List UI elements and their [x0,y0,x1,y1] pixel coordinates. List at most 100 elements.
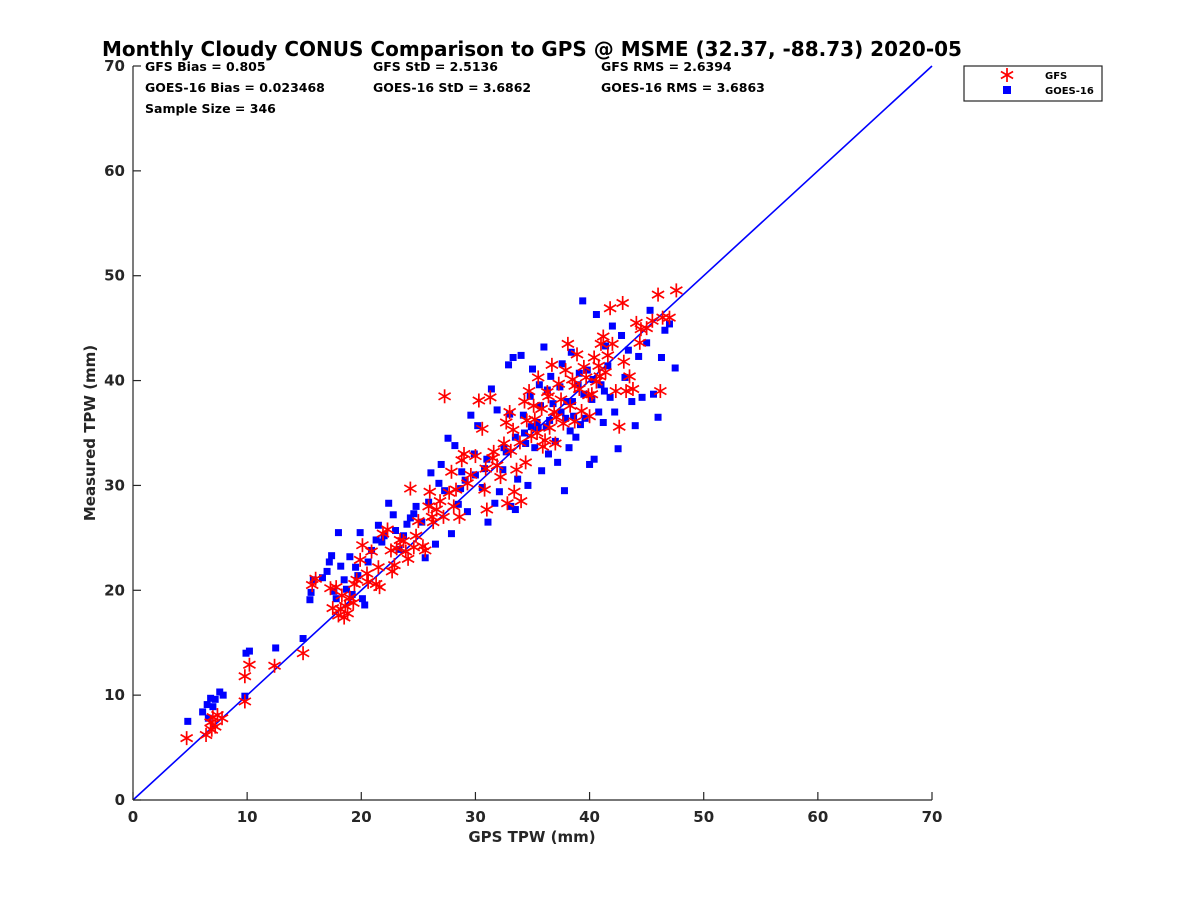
gfs-point [468,449,482,464]
goes16-point [611,408,619,416]
goes16-point [470,450,478,458]
gfs-point [645,313,659,328]
goes16-point [328,552,336,560]
gfs-point [361,574,375,589]
goes16-point [621,373,629,381]
gfs-point [411,514,425,529]
gfs-point [373,580,387,595]
gfs-point [519,455,533,470]
goes16-point [306,596,314,604]
gfs-point [669,283,683,298]
goes16-point [635,352,643,360]
gfs-point [180,731,194,746]
goes16-point [654,413,662,421]
gfs-point [449,482,463,497]
gfs-point [238,694,252,709]
goes16-point [562,414,570,422]
goes16-point [219,691,227,699]
gfs-point [497,436,511,451]
goes16-point [493,406,501,414]
gfs-point [507,484,521,499]
stat-gfs-bias: GFS Bias = 0.805 [145,59,266,74]
goes16-point [540,343,548,351]
gfs-point [568,378,582,393]
gfs-point [381,522,395,537]
goes16-point [272,644,280,652]
goes16-point [330,587,338,595]
goes16-point [570,412,578,420]
goes16-point [334,529,342,537]
goes16-point [484,518,492,526]
gfs-point [581,388,595,403]
goes16-point [207,694,215,702]
goes16-point [592,311,600,319]
gfs-point [447,499,461,514]
gfs-point [545,357,559,372]
gfs-point [242,657,256,672]
stat-goes-rms: GOES-16 RMS = 3.6863 [601,80,765,95]
goes16-point [463,508,471,516]
gfs-point [483,390,497,405]
goes16-point [437,460,445,468]
goes16-point [522,439,530,447]
gfs-point [617,354,631,369]
gfs-point [425,509,439,524]
goes16-point [358,595,366,603]
legend: GFS GOES-16 [963,65,1103,102]
gfs-point [409,528,423,543]
goes16-point [412,502,420,510]
goes16-point [380,532,388,540]
gfs-point [556,416,570,431]
goes16-point [378,538,386,546]
goes16-point [536,402,544,410]
goes16-point [385,499,393,507]
goes16-point [643,339,651,347]
gfs-point [478,482,492,497]
gfs-point [403,481,417,496]
gfs-point [518,394,531,409]
legend-box [963,65,1103,102]
goes16-point [364,558,372,566]
goes16-point [447,530,455,538]
stat-goes-std: GOES-16 StD = 3.6862 [373,80,531,95]
goes16-point [529,365,536,373]
gfs-point [609,384,623,399]
x-tick-label: 60 [807,808,828,826]
y-tick-label: 50 [104,267,125,285]
goes16-point [348,590,356,598]
y-tick-label: 10 [104,686,125,704]
goes16-point [519,411,527,419]
gfs-point [554,392,568,407]
stat-goes-bias: GOES-16 Bias = 0.023468 [145,80,325,95]
gfs-point [371,560,385,575]
gfs-point [548,436,562,451]
gfs-point [452,509,466,524]
goes16-point [511,506,519,514]
goes16-point [307,588,315,596]
goes16-point [575,369,583,377]
goes16-point [567,348,575,356]
legend-asterisk-icon [1000,68,1014,82]
gfs-point [653,384,667,399]
y-tick-label: 70 [104,57,125,75]
goes16-point [337,562,345,570]
gfs-point [444,464,458,479]
goes16-point [342,585,350,593]
goes16-point [323,567,331,575]
goes16-point [502,448,510,456]
goes16-point [517,351,525,359]
goes16-point [590,455,598,463]
goes16-point [374,521,382,529]
gfs-point [335,588,349,603]
gfs-point [568,414,582,429]
gfs-point [346,595,360,610]
gfs-point [514,494,528,509]
goes16-point [549,400,557,408]
gfs-point [592,358,606,373]
gfs-point [499,415,513,430]
goes16-point [514,475,522,483]
gfs-point [494,470,508,485]
goes16-point [600,387,608,395]
gfs-point [500,496,514,511]
goes16-point [556,383,564,391]
